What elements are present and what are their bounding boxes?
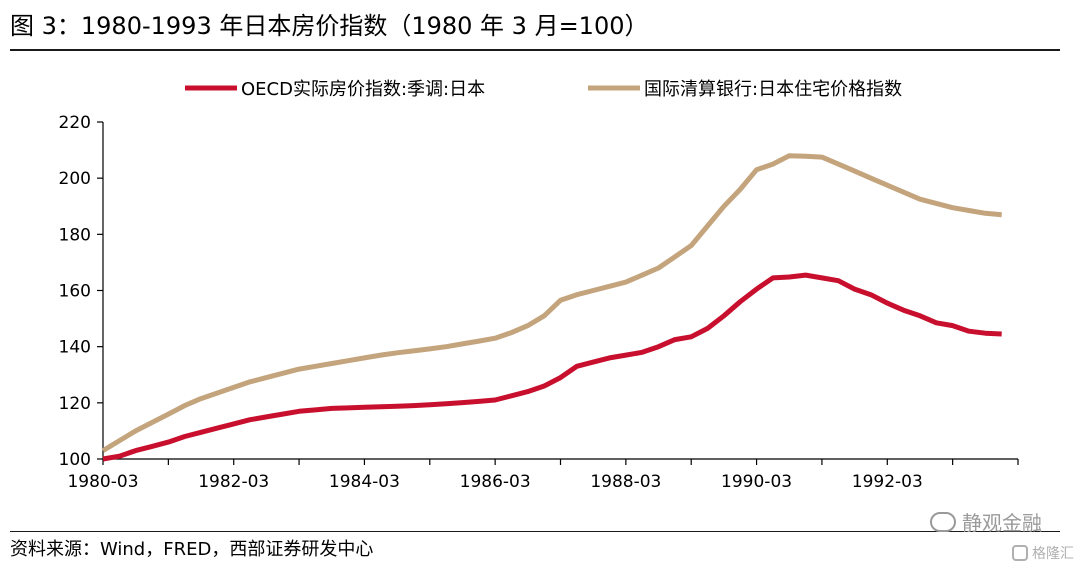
watermark-label: 静观金融 <box>962 511 1042 535</box>
x-tick: 1984-03 <box>329 472 400 492</box>
x-tick-label: 1984-03 <box>329 472 400 492</box>
legend-label: OECD实际房价指数:季调:日本 <box>241 79 485 100</box>
x-tick: 1988-03 <box>590 472 661 492</box>
logo-icon <box>1012 545 1028 561</box>
legend: OECD实际房价指数:季调:日本 国际清算银行:日本住宅价格指数 <box>185 79 902 100</box>
y-tick: 160 <box>59 282 103 302</box>
wechat-icon <box>930 511 956 532</box>
y-tick: 200 <box>59 169 103 189</box>
x-tick-label: 1988-03 <box>590 472 661 492</box>
y-tick-label: 180 <box>59 225 91 245</box>
y-tick-label: 120 <box>59 394 91 414</box>
x-tick: 1990-03 <box>721 472 792 492</box>
badge-label: 格隆汇 <box>1032 546 1074 562</box>
y-tick: 220 <box>59 113 103 133</box>
y-tick-label: 160 <box>59 282 91 302</box>
series-line-0 <box>102 272 1002 462</box>
x-tick: 1982-03 <box>198 472 269 492</box>
y-tick: 100 <box>59 450 103 470</box>
y-tick-label: 220 <box>59 113 91 133</box>
x-tick: 1986-03 <box>460 472 531 492</box>
x-tick-label: 1992-03 <box>852 472 923 492</box>
source-note: 资料来源：Wind，FRED，西部证券研发中心 <box>10 539 374 560</box>
axes: 100 120 140 160 180 200 220 1980-03 1982-03 1984-… <box>59 113 1019 492</box>
x-tick-label: 1986-03 <box>460 472 531 492</box>
y-tick: 140 <box>59 338 103 358</box>
source-rule <box>10 531 1060 532</box>
y-tick: 180 <box>59 225 103 245</box>
legend-item: 国际清算银行:日本住宅价格指数 <box>588 79 902 100</box>
y-tick: 120 <box>59 394 103 414</box>
series-line-1 <box>101 153 1002 453</box>
site-badge: 格隆汇 <box>1012 543 1074 563</box>
line-chart: OECD实际房价指数:季调:日本 国际清算银行:日本住宅价格指数 100 120 14… <box>59 79 1019 492</box>
y-tick-label: 140 <box>59 338 91 358</box>
x-tick-label: 1980-03 <box>67 472 138 492</box>
figure-title: 图 3：1980-1993 年日本房价指数（1980 年 3 月=100） <box>10 12 649 40</box>
x-tick: 1992-03 <box>852 472 923 492</box>
legend-label: 国际清算银行:日本住宅价格指数 <box>644 79 902 100</box>
series-lines <box>101 153 1002 462</box>
x-tick-label: 1982-03 <box>198 472 269 492</box>
watermark: 静观金融 <box>930 507 1042 536</box>
legend-item: OECD实际房价指数:季调:日本 <box>185 79 485 100</box>
x-tick: 1980-03 <box>67 472 138 492</box>
title-rule <box>10 49 1060 51</box>
y-tick-label: 100 <box>59 450 91 470</box>
x-tick-label: 1990-03 <box>721 472 792 492</box>
y-tick-label: 200 <box>59 169 91 189</box>
